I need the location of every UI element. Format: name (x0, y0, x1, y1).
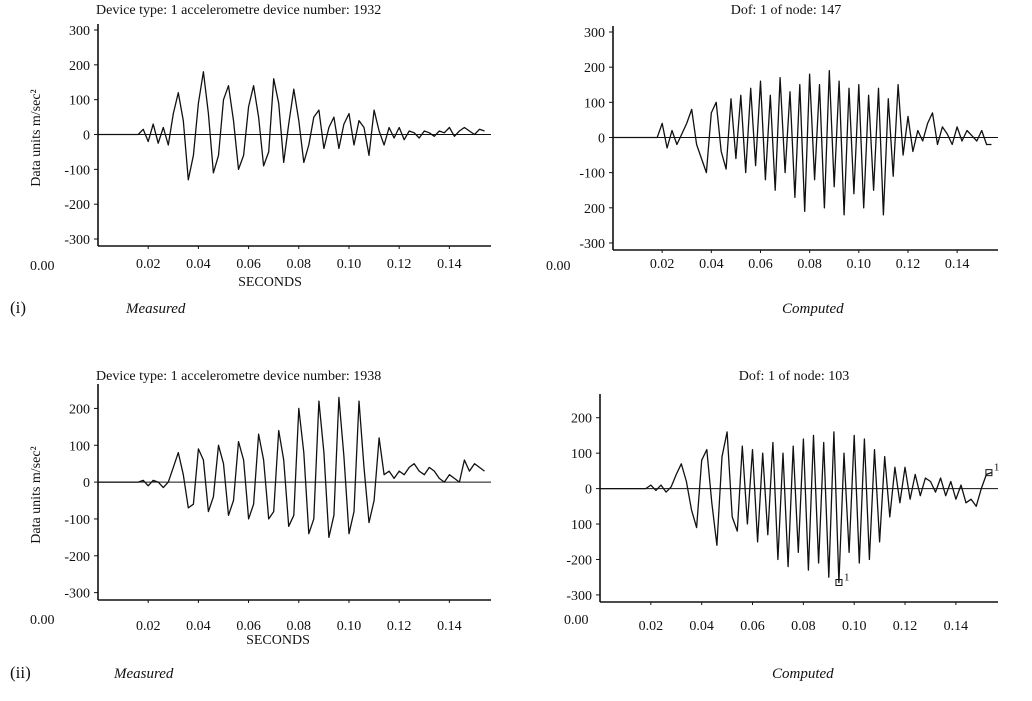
y-tick-label: 200 (584, 61, 605, 76)
chart-svg-2: Dof: 1 of node: 147 300 200 100 0 -100 200 -300… (546, 3, 998, 274)
x-tick-label: 0.12 (896, 257, 921, 272)
x-tick-label: 0.10 (337, 619, 362, 634)
chart-title: Dof: 1 of node: 147 (731, 3, 841, 18)
x-tick-label: 0.12 (387, 619, 412, 634)
y-tick-label: 0 (83, 129, 90, 144)
x-tick-label: 0.02 (136, 619, 161, 634)
y-tick-label: -200 (64, 198, 90, 213)
y-axis-label: Data units m/sec² (29, 89, 44, 187)
chart-panel-2: Dof: 1 of node: 147 300 200 100 0 -100 200 -300… (516, 0, 1032, 330)
x-tick-label: 0.08 (797, 257, 822, 272)
chart-title: Dof: 1 of node: 103 (739, 369, 849, 384)
y-tick-label: -300 (64, 233, 90, 248)
y-tick-label: 300 (69, 24, 90, 39)
x-tick-label: 0.04 (186, 619, 211, 634)
y-tick-label: -200 (566, 553, 592, 568)
x-tick-label: 0.04 (699, 257, 724, 272)
chart-title: Device type: 1 accelerometre device numb… (96, 3, 381, 18)
y-tick-label: 200 (69, 59, 90, 74)
chart-svg-4: Dof: 1 of node: 103 200 100 0 100 -200 -300 0.0… (564, 369, 1000, 634)
y-tick-label: 200 (584, 202, 605, 217)
series-line-1 (98, 396, 485, 539)
annotation-marker (835, 579, 843, 587)
x-tick-label: 0.14 (437, 257, 462, 272)
row-label-ii: (ii) (10, 663, 31, 682)
x-tick-label: 0.06 (740, 619, 765, 634)
x-tick-label: 0.06 (748, 257, 773, 272)
caption-measured-1: Measured (126, 301, 186, 317)
y-axis-label: Data units m/sec² (29, 446, 44, 544)
y-tick-label: 200 (69, 402, 90, 417)
x-tick-label: 0.14 (944, 619, 969, 634)
x-tick-label: 0.02 (639, 619, 664, 634)
x-tick-label: 0.06 (236, 257, 261, 272)
y-tick-label: -300 (579, 237, 605, 252)
chart-title: Device type: 1 accelerometre device numb… (96, 369, 381, 384)
origin-label: 0.00 (546, 259, 571, 274)
y-tick-label: -300 (64, 587, 90, 602)
x-tick-label: 0.14 (437, 619, 462, 634)
caption-computed-2: Computed (772, 666, 834, 682)
x-tick-label: 0.08 (287, 257, 312, 272)
x-tick-label: 0.04 (689, 619, 714, 634)
y-tick-label: 200 (571, 412, 592, 427)
origin-label: 0.00 (30, 259, 55, 274)
chart-svg-1: Device type: 1 accelerometre device numb… (29, 3, 491, 290)
y-tick-label: 0 (83, 476, 90, 491)
origin-label: 0.00 (564, 613, 589, 628)
x-tick-label: 0.14 (945, 257, 970, 272)
x-tick-label: 0.02 (136, 257, 161, 272)
x-tick-label: 0.12 (387, 257, 412, 272)
y-tick-label: 300 (584, 26, 605, 41)
caption-measured-2: Measured (114, 666, 174, 682)
y-tick-label: -200 (64, 550, 90, 565)
annotation-marker (985, 469, 993, 477)
annotation-label: 1 (844, 572, 850, 584)
y-tick-label: -100 (64, 513, 90, 528)
y-tick-label: 0 (598, 131, 605, 146)
y-tick-label: 0 (585, 483, 592, 498)
chart-panel-1: Device type: 1 accelerometre device numb… (0, 0, 516, 330)
y-tick-label: -100 (579, 167, 605, 182)
y-tick-label: 100 (69, 94, 90, 109)
y-tick-label: 100 (584, 96, 605, 111)
y-tick-label: 100 (571, 447, 592, 462)
x-tick-label: 0.08 (287, 619, 312, 634)
x-tick-label: 0.02 (650, 257, 675, 272)
x-tick-label: 0.08 (791, 619, 816, 634)
x-tick-label: 0.12 (893, 619, 918, 634)
y-tick-label: 100 (571, 518, 592, 533)
chart-panel-3: Device type: 1 accelerometre device numb… (0, 360, 516, 701)
row-label-i: (i) (10, 298, 27, 317)
series-line-1 (613, 70, 992, 216)
x-axis-label: SECONDS (238, 275, 302, 290)
origin-label: 0.00 (30, 613, 55, 628)
y-tick-label: -300 (566, 589, 592, 604)
y-tick-label: 100 (69, 439, 90, 454)
y-tick-label: -100 (64, 163, 90, 178)
caption-computed-1: Computed (782, 301, 844, 317)
series-line-1 (98, 71, 485, 181)
x-tick-label: 0.06 (236, 619, 261, 634)
chart-svg-3: Device type: 1 accelerometre device numb… (29, 369, 491, 648)
series-line-1 (600, 431, 992, 584)
x-tick-label: 0.10 (842, 619, 867, 634)
x-axis-label: SECONDS (246, 633, 310, 648)
x-tick-label: 0.04 (186, 257, 211, 272)
x-tick-label: 0.10 (847, 257, 872, 272)
x-tick-label: 0.10 (337, 257, 362, 272)
chart-panel-4: Dof: 1 of node: 103 200 100 0 100 -200 -300 0.0… (516, 360, 1032, 701)
annotation-label: 1 (994, 462, 1000, 474)
